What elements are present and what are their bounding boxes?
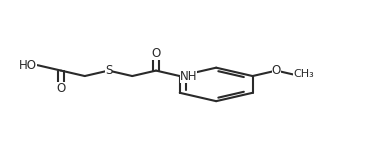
Text: O: O <box>272 64 281 77</box>
Text: O: O <box>151 47 161 60</box>
Text: O: O <box>57 81 66 95</box>
Text: CH₃: CH₃ <box>293 69 314 79</box>
Text: NH: NH <box>180 70 197 83</box>
Text: HO: HO <box>19 59 37 72</box>
Text: S: S <box>105 64 112 77</box>
